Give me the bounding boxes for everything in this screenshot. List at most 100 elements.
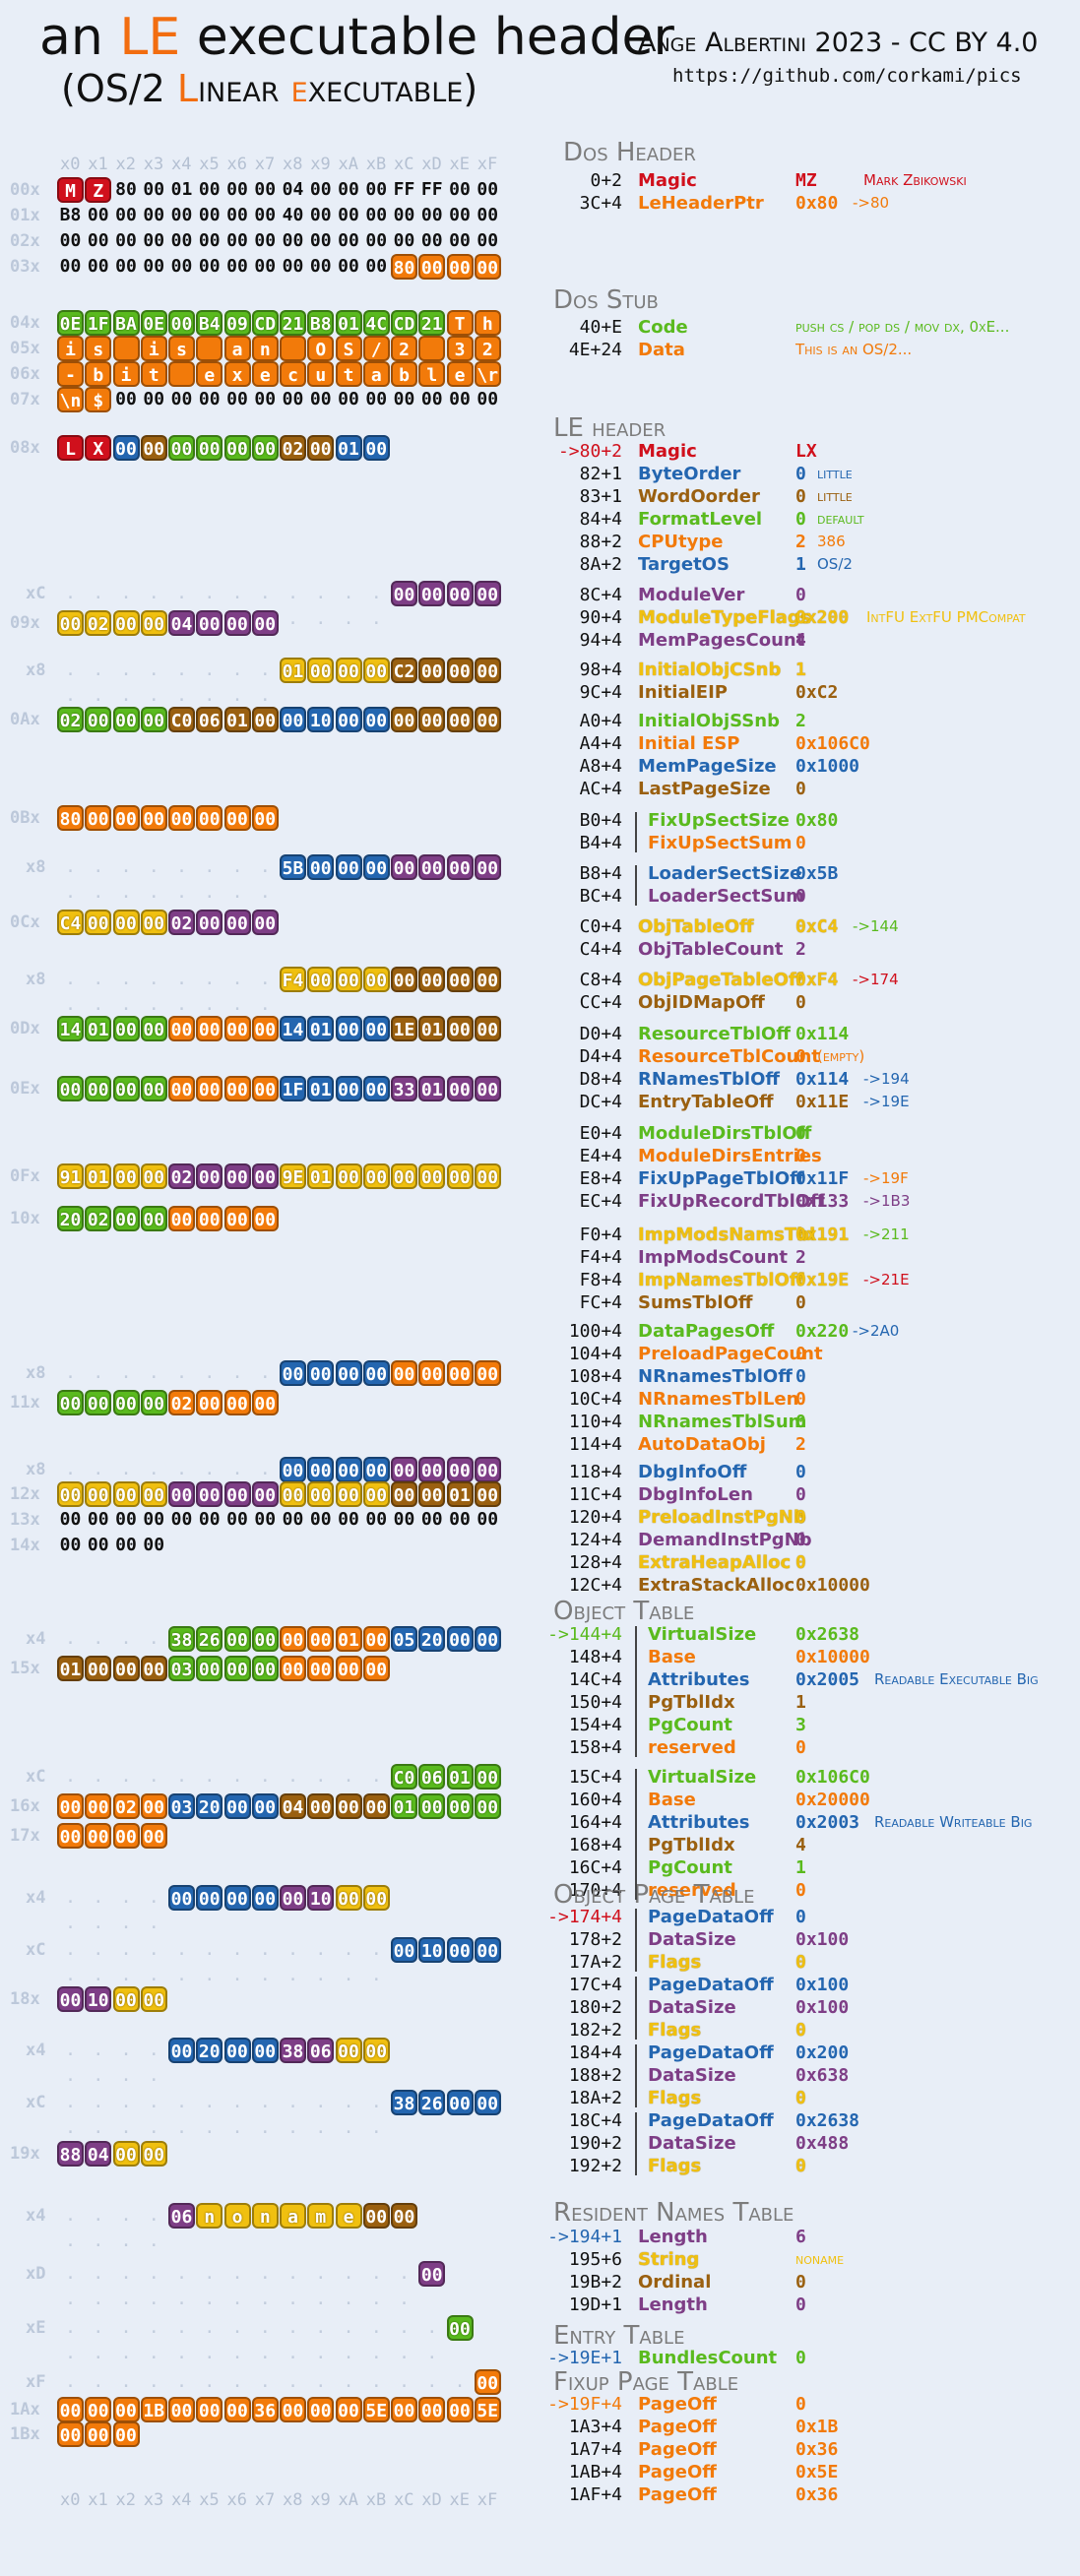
hex-byte: 00 [198,179,221,200]
row-offset-label: 01x [10,206,40,225]
hex-byte: t [335,361,362,387]
hex-byte: l [418,361,446,387]
hex-byte: 00 [307,2397,335,2422]
hex-byte: 20 [57,1206,84,1231]
field-offset: 178+2 [568,1929,622,1950]
hex-byte: 00 [170,1509,193,1530]
hex-byte: 01 [57,1656,84,1681]
field-value: 0 [795,1484,806,1505]
hex-byte: 00 [112,1076,140,1101]
hex-byte: 00 [251,1656,279,1681]
hex-byte: a [280,2203,306,2229]
hex-byte: 00 [168,805,195,831]
field-name: PageDataOff [648,1907,774,1927]
section-title: Object Table [553,1597,695,1626]
column-header-xD: xD [421,155,442,174]
row-offset-label: xC [26,1940,46,1960]
column-header-x3: x3 [143,2490,164,2510]
hex-byte: 00 [223,1793,251,1819]
hex-byte: a [223,336,251,361]
byte-placeholder: . . [148,2263,159,2309]
hex-byte: 00 [143,1535,165,1555]
hex-byte: 00 [198,205,221,225]
hex-byte: $ [85,387,112,412]
hex-byte: 00 [168,2397,195,2422]
byte-placeholder: . . [204,2263,216,2309]
byte-placeholder: . . [120,1887,132,1933]
field-name: ModuleVer [638,585,745,605]
hex-byte: x [223,361,251,387]
hex-byte: u [307,361,335,387]
hex-byte: 00 [223,1481,251,1507]
byte-placeholder: . . [231,660,243,706]
hex-byte: 02 [168,1390,195,1415]
hex-byte: 02 [112,1793,140,1819]
byte-placeholder: . . [120,660,132,706]
field-value: 2 [795,1434,806,1455]
field-offset: 16C+4 [568,1857,622,1878]
section-title: Resident Names Table [553,2198,794,2228]
column-header-x5: x5 [199,155,220,174]
hex-byte: 00 [307,435,335,461]
field-name: ResourceTblOff [638,1024,791,1044]
field-value: 0 [795,2020,806,2041]
column-header-x6: x6 [226,155,247,174]
field-value: 4 [795,1835,806,1855]
hex-byte: 00 [112,435,140,461]
hex-byte: 10 [307,707,335,732]
hex-byte: 00 [59,256,82,277]
field-value: 0x1B [795,2417,839,2437]
hex-byte: 00 [338,205,359,225]
hex-byte: 00 [112,1656,140,1681]
byte-placeholder: . . [204,2092,216,2138]
hex-byte: 00 [282,389,304,409]
field-name: AutoDataObj [638,1434,766,1455]
byte-placeholder: . . [120,2263,132,2309]
hex-byte: 10 [418,1937,446,1963]
hex-byte: s [85,336,112,361]
source-url[interactable]: https://github.com/corkami/pics [672,65,1022,87]
field-offset: AC+4 [579,779,622,799]
hex-byte: o [223,2203,251,2229]
hex-byte: 01 [418,1016,446,1041]
section-title: Dos Stub [553,285,659,315]
hex-byte: 00 [338,1509,359,1530]
field-value: 0x80 [795,193,839,214]
field-offset: ->144+4 [547,1624,622,1645]
row-offset-label: x8 [26,857,46,877]
field-offset: 104+4 [568,1344,622,1364]
hex-byte: 00 [57,1076,84,1101]
column-header-xE: xE [449,155,470,174]
hex-byte: 00 [418,854,446,880]
hex-byte: 05 [391,1626,417,1652]
field-value: 0 [795,1412,806,1432]
field-value: 0xF4 [795,970,839,990]
field-note: push cs / pop ds / mov dx, 0xE... [795,318,1010,336]
hex-byte: 00 [85,1823,112,1849]
field-offset: C0+4 [579,916,622,937]
byte-placeholder: . . [370,2092,382,2138]
field-offset: 19D+1 [568,2294,622,2315]
hex-byte: 00 [226,179,248,200]
field-name: FixUpSectSize [648,810,790,831]
hex-byte: 00 [446,2397,474,2422]
hex-byte: 00 [168,1016,195,1041]
hex-byte: 00 [362,1626,390,1652]
hex-byte: X [85,435,112,461]
byte-placeholder: . . [93,1887,104,1933]
row-offset-label: 17x [10,1826,40,1846]
hex-byte: \r [474,361,501,387]
hex-byte: 01 [223,707,251,732]
field-name: CPUtype [638,532,724,552]
hex-byte: 00 [112,805,140,831]
hex-byte: 02 [168,1163,195,1189]
field-value: 3 [795,1715,806,1735]
column-header-xB: xB [365,155,387,174]
column-header-x6: x6 [226,2490,247,2510]
hex-byte: 00 [474,854,501,880]
hex-byte: 00 [59,1509,82,1530]
field-name: PreloadInstPgNb [638,1507,806,1528]
hex-byte: 00 [280,1626,306,1652]
subtitle-l: L [176,67,199,110]
hex-byte: 01 [418,1076,446,1101]
